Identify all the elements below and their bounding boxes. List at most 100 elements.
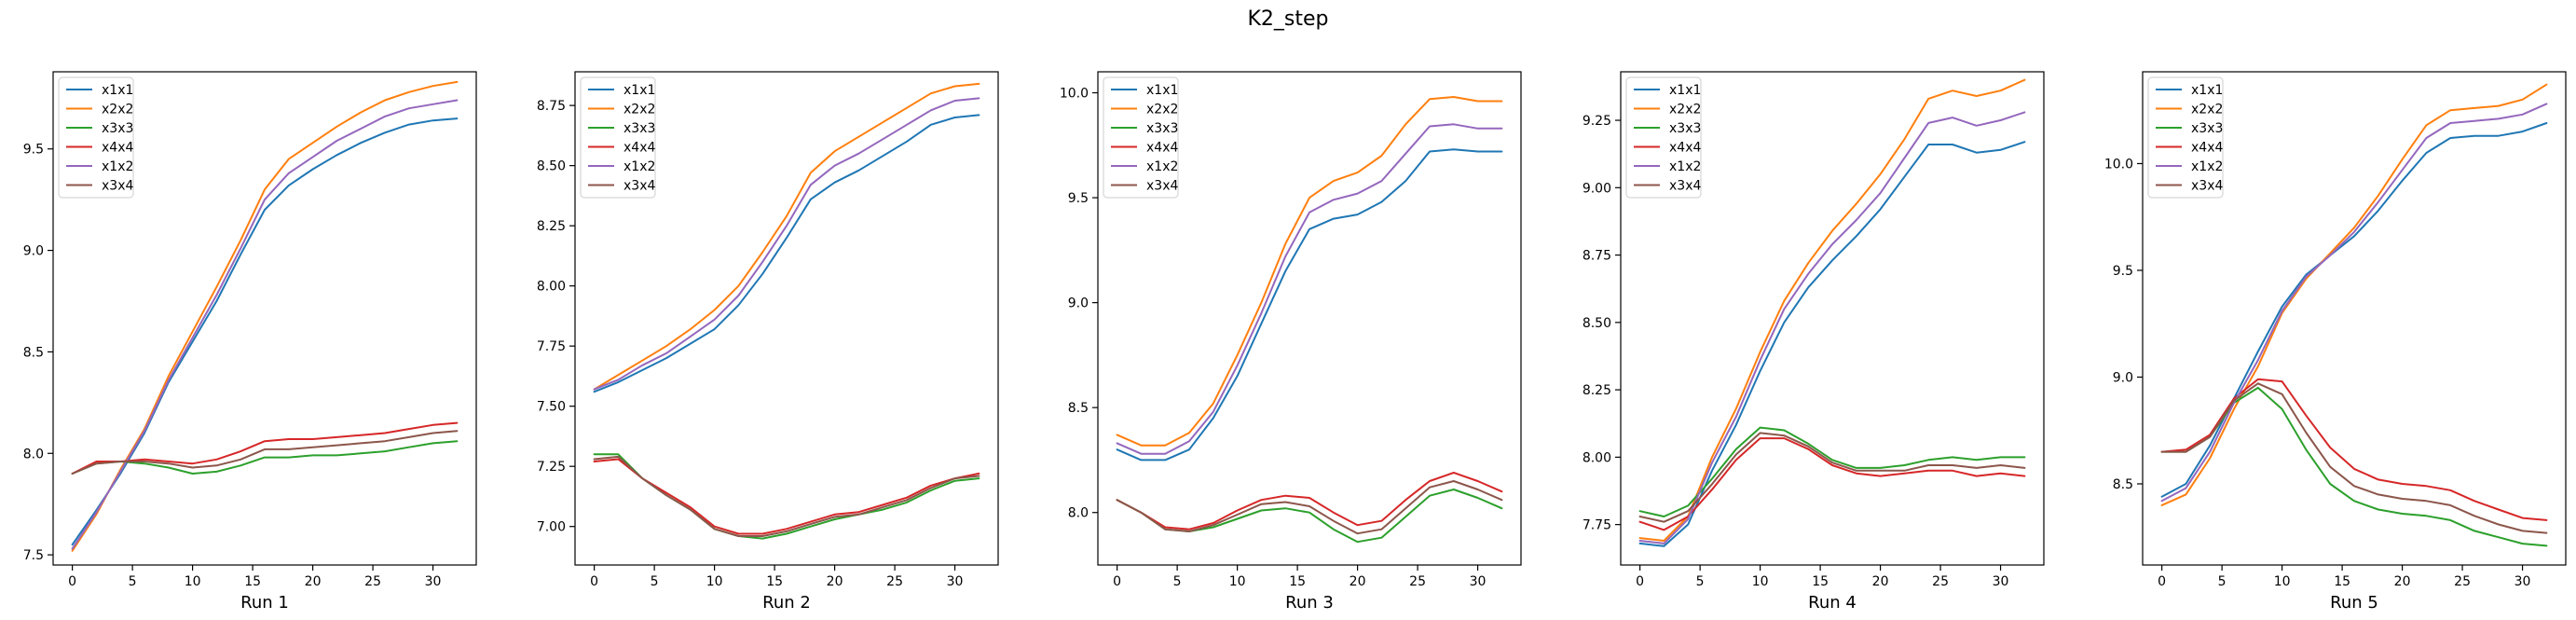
legend-label-x4x4: x4x4 [623, 141, 655, 156]
legend-label-x1x1: x1x1 [1146, 83, 1178, 98]
y-tick-label: 9.5 [23, 143, 44, 158]
x-tick-label: 25 [2454, 574, 2471, 589]
y-tick-label: 9.5 [1068, 191, 1089, 206]
legend-label-x1x1: x1x1 [102, 83, 133, 98]
y-tick-label: 8.00 [1583, 450, 1611, 465]
subplot-2: 0 5 10 15 20 25 30 7.00 7.25 7.50 7.75 8.00 8.25 8.50… [537, 71, 999, 613]
y-tick-label: 8.75 [1583, 249, 1611, 264]
legend-label-x4x4: x4x4 [102, 141, 133, 156]
x-tick-label: 30 [1470, 574, 1487, 589]
legend: x1x1 x2x2 x3x3 x4x4 x1x2 x3x4 [1625, 76, 1702, 199]
subplots-container: 0 5 10 15 20 25 30 7.5 8.0 8.5 9.0 9.5 Run 1 x1x1 x2x2… [23, 71, 2567, 613]
y-tick-label: 10.0 [1060, 87, 1089, 102]
series-line-x3x4 [2160, 382, 2548, 534]
y-tick-label: 8.5 [2113, 477, 2133, 492]
series-line-x1x2 [2160, 103, 2548, 503]
legend-label-x3x3: x3x3 [1146, 121, 1178, 136]
y-tick-label: 9.0 [2113, 370, 2133, 385]
x-tick-label: 15 [766, 574, 783, 589]
series-line-x2x2 [1116, 96, 1503, 447]
series-line-x2x2 [2160, 83, 2548, 506]
legend: x1x1 x2x2 x3x3 x4x4 x1x2 x3x4 [58, 76, 134, 199]
subplot-1: 0 5 10 15 20 25 30 7.5 8.0 8.5 9.0 9.5 Run 1 x1x1 x2x2… [23, 71, 477, 613]
y-tick-label: 8.5 [23, 345, 44, 360]
subplot-4: 0 5 10 15 20 25 30 7.75 8.00 8.25 8.50 8.75 9.00 9.25… [1583, 71, 2045, 613]
x-tick-label: 20 [2394, 574, 2411, 589]
x-tick-label: 0 [590, 574, 598, 589]
x-tick-label: 5 [129, 574, 137, 589]
series-line-x1x1 [593, 114, 980, 393]
x-tick-label: 10 [1752, 574, 1769, 589]
legend-box [1625, 76, 1702, 199]
legend: x1x1 x2x2 x3x3 x4x4 x1x2 x3x4 [580, 76, 656, 199]
axes-frame [52, 71, 477, 566]
legend-label-x1x2: x1x2 [102, 159, 133, 174]
x-tick-label: 10 [2274, 574, 2291, 589]
legend: x1x1 x2x2 x3x3 x4x4 x1x2 x3x4 [2147, 76, 2224, 199]
axes-frame [1097, 71, 1522, 566]
y-tick-label: 8.0 [1068, 506, 1089, 521]
x-tick-label: 0 [1113, 574, 1121, 589]
x-axis-label: Run 2 [762, 593, 811, 613]
series-line-x3x3 [1638, 426, 2026, 517]
axes-frame [2142, 71, 2567, 566]
subplot-5: 0 5 10 15 20 25 30 8.5 9.0 9.5 10.0 Run 5 x1x1 x2x2 x3… [2104, 71, 2567, 613]
y-tick-label: 7.75 [537, 339, 566, 354]
x-tick-label: 30 [947, 574, 964, 589]
series-line-x4x4 [71, 421, 459, 475]
x-tick-label: 20 [827, 574, 843, 589]
legend-label-x1x2: x1x2 [1669, 159, 1701, 174]
x-tick-label: 15 [1289, 574, 1306, 589]
figure-title: K2_step [1247, 7, 1328, 31]
series-line-x1x2 [593, 97, 980, 391]
x-tick-label: 10 [706, 574, 723, 589]
legend-label-x3x4: x3x4 [1146, 179, 1178, 194]
legend-box [58, 76, 134, 199]
y-tick-label: 8.25 [1583, 383, 1611, 398]
y-tick-label: 8.5 [1068, 401, 1089, 416]
series-line-x3x4 [1116, 480, 1503, 535]
series-line-x4x4 [1638, 437, 2026, 531]
series-line-x3x3 [71, 440, 459, 475]
legend-label-x1x2: x1x2 [2191, 159, 2223, 174]
x-tick-label: 25 [1409, 574, 1426, 589]
y-tick-label: 8.00 [537, 280, 566, 295]
legend-label-x3x3: x3x3 [2191, 121, 2223, 136]
x-axis-label: Run 1 [240, 593, 289, 613]
x-tick-label: 20 [1872, 574, 1889, 589]
legend-label-x4x4: x4x4 [1669, 141, 1701, 156]
x-tick-label: 10 [1229, 574, 1246, 589]
legend-box [1103, 76, 1179, 199]
legend-label-x2x2: x2x2 [1146, 103, 1178, 117]
x-tick-label: 5 [2218, 574, 2227, 589]
legend-label-x2x2: x2x2 [1669, 103, 1701, 117]
y-tick-label: 7.5 [23, 548, 44, 563]
series-line-x3x4 [593, 455, 980, 537]
series-line-x4x4 [1116, 472, 1503, 530]
legend-label-x1x1: x1x1 [2191, 83, 2223, 98]
x-tick-label: 20 [1350, 574, 1366, 589]
x-tick-label: 15 [2334, 574, 2350, 589]
y-tick-label: 9.00 [1583, 181, 1611, 196]
legend-label-x2x2: x2x2 [102, 103, 133, 117]
y-tick-label: 8.0 [23, 447, 44, 462]
series-line-x1x1 [1638, 141, 2026, 547]
legend-label-x3x4: x3x4 [623, 179, 655, 194]
x-tick-label: 0 [2158, 574, 2166, 589]
subplot-3: 0 5 10 15 20 25 30 8.0 8.5 9.0 9.5 10.0 Run 3 x1x1 x2x… [1060, 71, 1522, 613]
series-line-x3x4 [71, 430, 459, 475]
y-tick-label: 9.25 [1583, 114, 1611, 129]
x-tick-label: 15 [1812, 574, 1829, 589]
axes-frame [1620, 71, 2045, 566]
axes-frame [574, 71, 999, 566]
series-line-x1x2 [71, 99, 459, 550]
y-tick-label: 8.50 [1583, 316, 1611, 331]
legend-label-x4x4: x4x4 [2191, 141, 2223, 156]
x-tick-label: 30 [2514, 574, 2531, 589]
x-tick-label: 0 [1636, 574, 1644, 589]
legend-label-x2x2: x2x2 [2191, 103, 2223, 117]
x-tick-label: 20 [305, 574, 322, 589]
y-tick-label: 8.50 [537, 159, 566, 174]
x-tick-label: 0 [68, 574, 76, 589]
